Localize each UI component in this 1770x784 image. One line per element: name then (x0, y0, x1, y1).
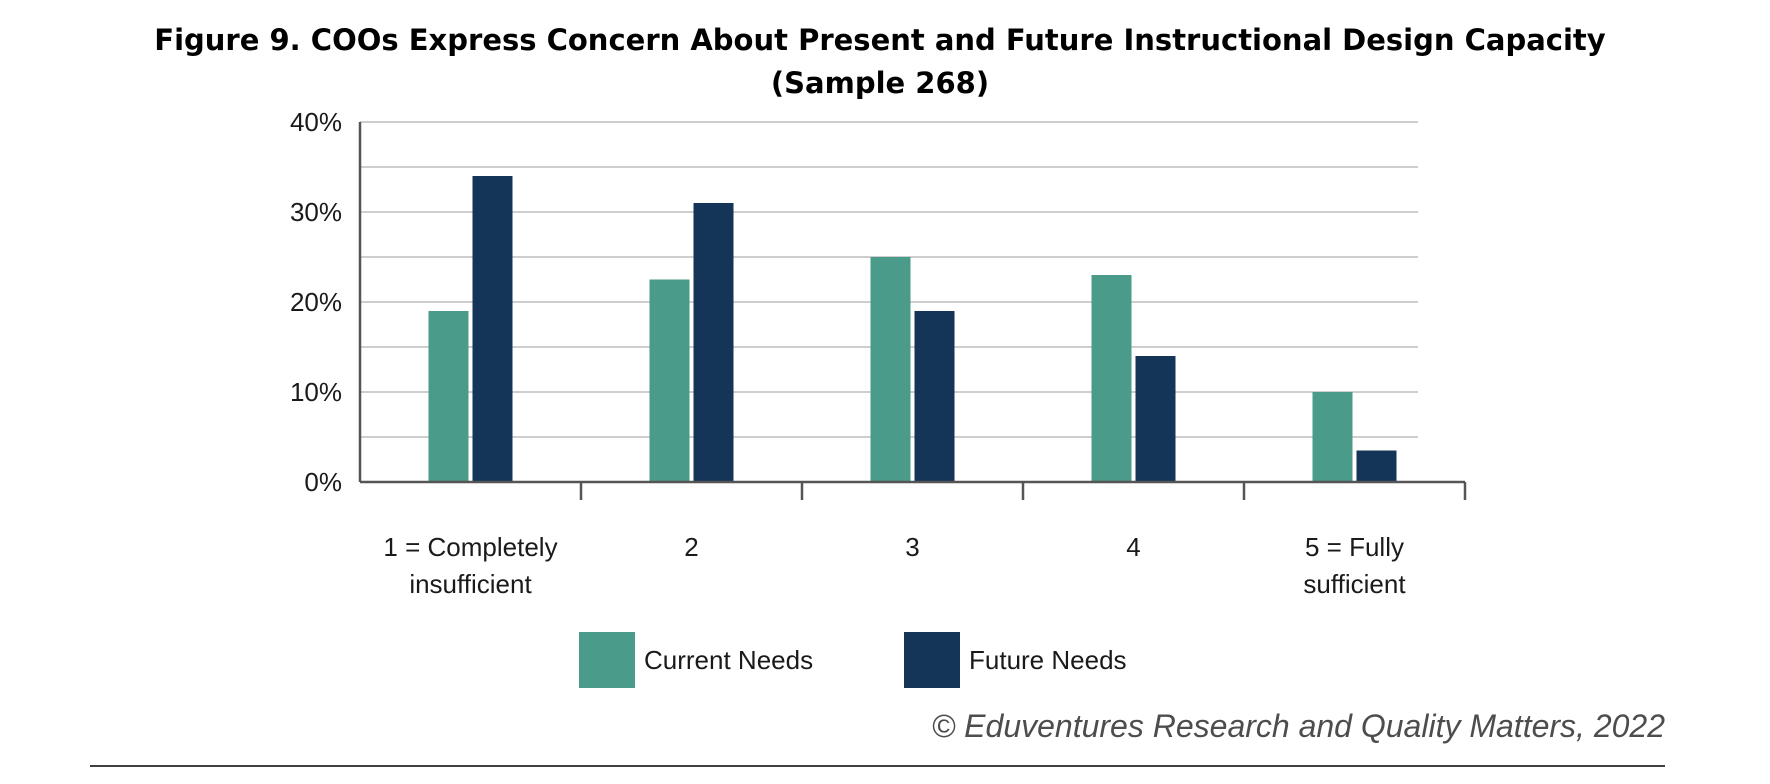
bar-future-needs-5 (1356, 450, 1397, 482)
y-tick-label: 40% (290, 107, 342, 137)
legend-label: Current Needs (644, 645, 813, 675)
bar-future-needs-2 (693, 203, 734, 482)
axes (358, 122, 1467, 500)
x-category-label-5: 5 = Fully sufficient (1303, 532, 1406, 599)
x-category-label-4: 4 (1126, 532, 1140, 562)
source-note: © Eduventures Research and Quality Matte… (932, 708, 1666, 744)
bar-future-needs-1 (472, 176, 513, 482)
y-tick-label: 10% (290, 377, 342, 407)
bar-current-needs-2 (649, 279, 690, 482)
bar-current-needs-5 (1312, 392, 1353, 482)
legend-item-future-needs: Future Needs (904, 632, 1127, 688)
legend-swatch (579, 632, 635, 688)
chart-title-line-2: (Sample 268) (771, 66, 989, 100)
bar-future-needs-3 (914, 311, 955, 482)
x-category-label-1: 1 = Completely insufficient (383, 532, 557, 599)
x-category-label-3: 3 (905, 532, 919, 562)
bars (428, 176, 1397, 482)
bar-current-needs-1 (428, 311, 469, 482)
y-tick-label: 0% (304, 467, 342, 497)
x-category-label-2: 2 (684, 532, 698, 562)
legend-swatch (904, 632, 960, 688)
y-tick-label: 30% (290, 197, 342, 227)
bar-current-needs-4 (1091, 275, 1132, 482)
chart-title: Figure 9. COOs Express Concern About Pre… (154, 23, 1606, 100)
legend-label: Future Needs (969, 645, 1127, 675)
bar-current-needs-3 (870, 257, 911, 482)
bar-future-needs-4 (1135, 356, 1176, 482)
x-axis-categories: 1 = Completely insufficient 2 3 4 5 = Fully su… (383, 532, 1406, 599)
legend-item-current-needs: Current Needs (579, 632, 813, 688)
chart-title-line-1: Figure 9. COOs Express Concern About Pre… (154, 23, 1606, 57)
y-axis-ticks: 0% 10% 20% 30% 40% (290, 107, 342, 497)
y-tick-label: 20% (290, 287, 342, 317)
legend: Current Needs Future Needs (579, 632, 1127, 688)
